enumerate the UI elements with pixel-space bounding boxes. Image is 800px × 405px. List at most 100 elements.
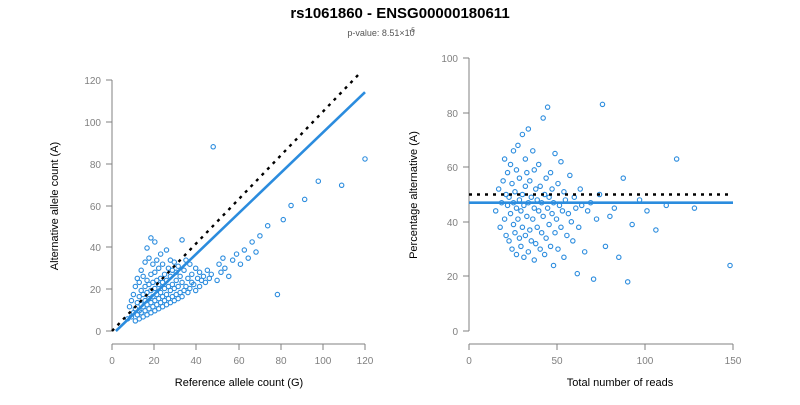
data-point <box>173 277 179 284</box>
data-point <box>516 175 523 181</box>
data-point <box>208 271 215 278</box>
data-point <box>177 273 183 280</box>
data-point <box>519 224 526 231</box>
data-point <box>528 238 535 244</box>
data-point <box>204 267 211 274</box>
data-point <box>179 279 185 286</box>
data-point <box>512 229 518 236</box>
data-point <box>179 237 185 243</box>
data-point <box>531 257 538 263</box>
data-point <box>522 156 529 162</box>
data-point <box>220 255 226 261</box>
data-point <box>537 246 543 252</box>
data-point <box>146 255 152 261</box>
data-point <box>264 222 271 229</box>
data-point <box>200 273 207 280</box>
data-point <box>513 251 520 258</box>
right-x-tick-0: 0 <box>466 356 472 367</box>
data-point <box>497 224 503 231</box>
data-point <box>561 189 567 195</box>
left-x-tick-60: 60 <box>233 356 245 367</box>
left-x-axis-title: Reference allele count (G) <box>175 377 303 389</box>
figure-title: rs1061860 - ENSG00000180611 <box>290 5 509 22</box>
data-point <box>525 249 532 255</box>
data-point <box>187 261 193 267</box>
data-point <box>607 213 613 220</box>
data-point <box>644 208 650 214</box>
left-y-tick-20: 20 <box>90 285 102 296</box>
data-point <box>530 148 536 154</box>
right-y-tick-40: 40 <box>447 218 459 229</box>
data-point <box>564 232 570 239</box>
left-x-tick-80: 80 <box>275 356 287 367</box>
data-point <box>599 101 606 108</box>
data-point <box>130 291 137 298</box>
data-point <box>538 229 545 236</box>
data-point <box>602 243 609 250</box>
data-point <box>561 254 567 261</box>
data-point <box>513 167 520 173</box>
data-point <box>574 270 581 277</box>
data-point <box>216 261 222 267</box>
data-point <box>196 269 203 276</box>
data-point <box>192 287 199 294</box>
data-point <box>549 210 555 217</box>
data-point <box>510 221 517 228</box>
data-point <box>532 186 539 192</box>
data-point <box>547 243 554 250</box>
data-point <box>155 265 162 271</box>
right-y-tick-0: 0 <box>452 327 458 338</box>
data-point <box>555 246 561 252</box>
data-point <box>519 131 526 138</box>
right-y-tick-labels: 100 80 60 40 20 0 <box>441 54 458 338</box>
data-point <box>500 178 506 184</box>
data-point <box>513 205 520 211</box>
data-point <box>506 238 512 244</box>
data-point <box>185 275 191 282</box>
data-point <box>210 144 216 150</box>
data-point <box>535 161 542 168</box>
left-y-tick-40: 40 <box>90 243 102 254</box>
data-point <box>577 186 583 192</box>
data-point <box>573 205 579 211</box>
data-point <box>653 227 659 233</box>
data-point <box>503 232 509 239</box>
right-x-tick-100: 100 <box>637 356 654 367</box>
data-point <box>222 265 228 271</box>
data-point <box>543 235 549 241</box>
data-point <box>522 232 529 239</box>
data-point <box>528 194 535 200</box>
data-point <box>518 243 524 250</box>
data-point <box>245 255 251 261</box>
data-point <box>515 142 521 149</box>
data-point <box>530 216 536 222</box>
figure-subtitle: p-value: 8.51×10 -5 <box>347 27 415 38</box>
data-point <box>547 169 554 176</box>
data-point <box>611 205 618 211</box>
data-point <box>159 261 166 267</box>
data-point <box>157 251 164 257</box>
right-x-axis <box>468 343 734 350</box>
left-x-tick-100: 100 <box>315 356 332 367</box>
left-y-axis-title: Alternative allele count (A) <box>49 142 61 270</box>
data-point <box>501 156 508 162</box>
data-point <box>126 303 133 310</box>
data-point <box>507 210 514 217</box>
left-y-axis <box>106 79 113 332</box>
data-point <box>568 219 575 225</box>
left-y-tick-80: 80 <box>90 160 102 171</box>
data-point <box>590 276 597 282</box>
left-y-tick-120: 120 <box>84 76 101 87</box>
data-point <box>522 183 529 190</box>
data-point <box>150 261 156 267</box>
data-point <box>495 186 502 192</box>
data-point <box>132 283 139 290</box>
data-point <box>691 205 698 211</box>
data-point <box>546 221 552 228</box>
data-point <box>237 261 244 267</box>
regression-fit-line <box>114 91 366 332</box>
data-point <box>540 213 546 220</box>
data-point <box>501 216 508 222</box>
data-point <box>202 279 209 286</box>
